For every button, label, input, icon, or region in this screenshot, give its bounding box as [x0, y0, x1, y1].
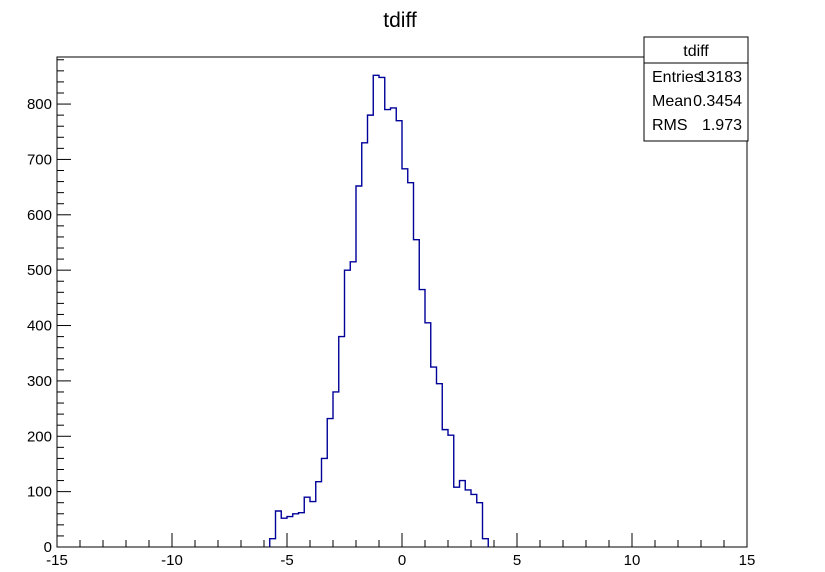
x-tick-label: 5 — [513, 552, 521, 569]
y-tick-label: 400 — [27, 318, 52, 335]
y-tick-label: 800 — [27, 96, 52, 113]
y-tick-label: 0 — [44, 539, 52, 556]
stats-box-frame — [643, 36, 749, 142]
x-axis — [56, 533, 748, 547]
y-tick-label: 200 — [27, 428, 52, 445]
stats-entries-label: Entries — [652, 69, 702, 86]
stats-rms-value: 1.973 — [702, 117, 742, 134]
x-tick-label: 10 — [624, 552, 641, 569]
x-tick-label: -15 — [46, 552, 68, 569]
stats-box: tdiff Entries 13183 Mean 0.3454 RMS 1.97… — [643, 36, 749, 142]
y-tick-label: 600 — [27, 207, 52, 224]
x-tick-label: -5 — [280, 552, 293, 569]
x-tick-label: -10 — [161, 552, 183, 569]
stats-box-title: tdiff — [683, 43, 709, 60]
stats-entries-value: 13183 — [698, 69, 743, 86]
x-tick-label: 0 — [398, 552, 406, 569]
y-tick-label: 300 — [27, 373, 52, 390]
stats-mean-value: 0.3454 — [693, 93, 742, 110]
y-tick-labels: 0 100 200 300 400 500 600 700 800 — [27, 96, 52, 556]
y-tick-label: 700 — [27, 151, 52, 168]
y-axis — [57, 59, 71, 548]
x-tick-label: 15 — [739, 552, 756, 569]
stats-rms-label: RMS — [652, 117, 688, 134]
stats-mean-label: Mean — [652, 93, 692, 110]
y-tick-label: 500 — [27, 262, 52, 279]
x-tick-labels: -15 -10 -5 0 5 10 15 — [46, 552, 755, 569]
y-tick-label: 100 — [27, 484, 52, 501]
histogram-line — [269, 74, 489, 547]
chart-title: tdiff — [383, 9, 417, 32]
